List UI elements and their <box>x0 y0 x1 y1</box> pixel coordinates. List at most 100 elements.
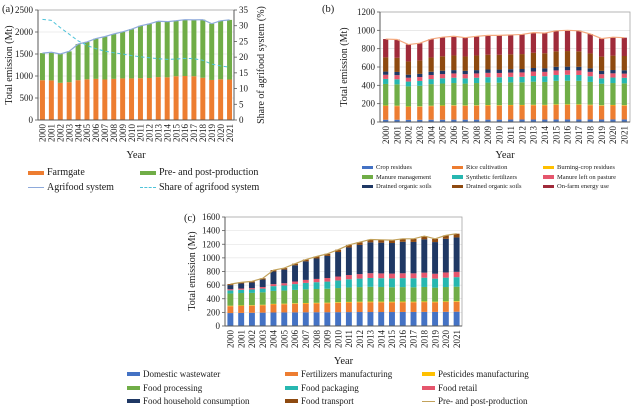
bar-food-household-consumption <box>345 247 352 276</box>
bar-rice-cultivation <box>439 105 446 120</box>
bar-synthetic-fertilizers <box>383 78 389 84</box>
bar-manure-left-on-pasture <box>439 74 446 79</box>
x-tick-label: 2002 <box>247 330 257 348</box>
bar-food-retail <box>453 271 460 278</box>
bar-synthetic-fertilizers <box>553 74 559 81</box>
x-tick-label: 2020 <box>608 126 618 145</box>
bar-synthetic-fertilizers <box>542 76 548 82</box>
bar-synthetic-fertilizers <box>530 75 537 82</box>
bar-rice-cultivation <box>564 104 571 120</box>
x-tick-label: 2013 <box>529 126 539 145</box>
bar-pre-and-post-production <box>102 36 108 80</box>
bar-on-farm-energy-use <box>394 39 400 58</box>
x-tick-label: 2019 <box>597 126 607 145</box>
bar-manure-left-on-pasture <box>610 73 616 78</box>
bar-pre-and-post-production <box>227 19 233 80</box>
bar-rice-cultivation <box>519 105 525 120</box>
bar-rice-cultivation <box>394 106 400 120</box>
bar-pesticides-manufacturing <box>442 301 449 303</box>
bar-synthetic-fertilizers <box>587 76 593 82</box>
y2-tick-label: 5 <box>239 99 244 109</box>
bar-pesticides-manufacturing <box>259 304 266 306</box>
bar-fertilizers-manufacturing <box>302 303 309 313</box>
bar-on-farm-energy-use <box>451 36 457 56</box>
bar-pre-and-post-production <box>137 25 143 79</box>
bar-pesticides-manufacturing <box>410 301 417 303</box>
bar-drained-organic-soils <box>587 68 593 72</box>
y-tick-label: 600 <box>207 280 221 290</box>
legend-item-crop-residues: Crop residues <box>362 164 452 171</box>
bar-pre-and-post-production <box>66 51 72 83</box>
x-tick-label: 2001 <box>47 124 57 142</box>
x-tick-label: 2010 <box>333 330 343 349</box>
y2-tick-label: 25 <box>239 36 249 46</box>
bar-manure-management <box>610 83 616 105</box>
x-tick-label: 2011 <box>136 124 146 142</box>
bar-burning-crop-residues <box>598 105 605 106</box>
bar-pre-and-post-production <box>57 54 63 83</box>
bar-fertilizers-manufacturing <box>410 302 417 312</box>
x-tick-label: 2016 <box>563 126 573 145</box>
bar-manure-management <box>519 82 525 105</box>
bar-synthetic-fertilizers <box>394 79 400 85</box>
bar-food-packaging <box>281 285 288 291</box>
bar-burning-crop-residues <box>542 104 548 106</box>
bar-food-transport <box>453 233 460 238</box>
bar-burning-crop-residues <box>621 105 627 106</box>
bar-food-retail <box>389 273 395 279</box>
bar-food-retail <box>227 289 234 291</box>
bar-pesticides-manufacturing <box>389 301 395 303</box>
bar-on-farm-energy-use <box>530 32 537 53</box>
manure-management-swatch <box>362 175 373 179</box>
line-pre-and-post-production <box>230 233 457 285</box>
bar-drained-organic-soils <box>383 57 389 72</box>
legend-label: Food processing <box>143 382 203 393</box>
bar-drained-organic-soils <box>564 66 571 71</box>
bar-manure-left-on-pasture <box>576 70 582 75</box>
bar-food-packaging <box>453 277 460 287</box>
panel-b: (b) Total emission (Mt) 0 200 400 600 800 100… <box>320 0 640 207</box>
bar-drained-organic-soils <box>428 57 434 72</box>
bar-domestic-wastewater <box>238 312 245 326</box>
y2-tick-label: 30 <box>239 21 249 31</box>
bar-food-processing <box>302 289 309 303</box>
bar-food-retail <box>313 278 320 283</box>
drained-organic-soils-swatch <box>452 184 463 189</box>
bar-domestic-wastewater <box>281 312 288 326</box>
fertilizers-manufacturing-swatch <box>285 372 298 376</box>
bar-farmgate <box>218 79 224 120</box>
bar-domestic-wastewater <box>227 313 234 326</box>
panel-label-c: (c) <box>184 213 196 224</box>
bar-fertilizers-manufacturing <box>421 302 428 312</box>
bar-fertilizers-manufacturing <box>356 302 363 313</box>
y2-tick-label: 35 <box>239 5 249 15</box>
bar-food-household-consumption <box>227 285 234 290</box>
legend-item-drained-organic-soils: Drained organic soils <box>452 183 543 190</box>
bar-food-packaging <box>378 278 385 288</box>
x-axis-title-b: Year <box>495 150 515 161</box>
bar-manure-management <box>496 82 502 106</box>
bar-burning-crop-residues <box>564 104 571 105</box>
bar-domestic-wastewater <box>270 312 277 326</box>
bar-food-processing <box>389 287 395 302</box>
bar-food-household-consumption <box>302 261 309 280</box>
bar-crop-residues <box>473 119 480 122</box>
bar-manure-management <box>553 80 559 105</box>
pre-and-post-production-swatch <box>140 170 156 175</box>
drained-organic-soils-swatch <box>362 184 373 189</box>
bar-manure-left-on-pasture <box>462 74 468 79</box>
legend-item-on-farm-energy-use: On-farm energy use <box>543 183 640 190</box>
bar-on-farm-energy-use <box>485 35 491 55</box>
x-tick-label: 2007 <box>460 126 470 145</box>
bar-fertilizers-manufacturing <box>399 302 406 312</box>
bar-pre-and-post-production <box>146 23 152 78</box>
line-share-of-agrifood-system <box>42 18 230 68</box>
bar-food-retail <box>335 276 342 281</box>
x-axis-title-c: Year <box>333 356 354 367</box>
x-tick-label: 2006 <box>449 126 459 145</box>
bar-drained-organic-soils <box>485 54 491 70</box>
bar-manure-management <box>598 83 605 106</box>
legend-label: Food retail <box>438 382 478 393</box>
bar-food-retail <box>410 273 417 279</box>
